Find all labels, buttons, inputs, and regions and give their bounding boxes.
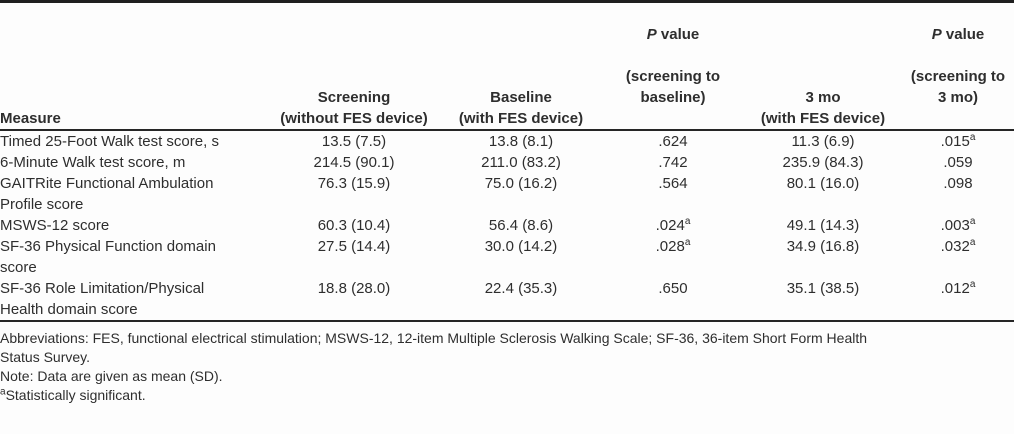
significance-superscript: a (969, 279, 976, 290)
3mo-value-cell: 35.1 (38.5) (744, 278, 902, 322)
pvalue-label-rest: value (656, 26, 700, 43)
3mo-value-cell: 80.1 (16.0) (786, 175, 860, 192)
footnote-significance-text: Statistically significant. (5, 387, 146, 403)
pvalue-cell: .012a (902, 278, 1014, 322)
screening-value-cell: 76.3 (15.9) (317, 175, 391, 192)
column-header-screening: Screening (without FES device) (268, 3, 440, 131)
pvalue-cell: .650 (602, 278, 744, 322)
pvalue-text: .098 (943, 175, 973, 192)
significance-superscript: a (969, 216, 976, 227)
screening-value-cell: 13.5 (7.5) (321, 133, 387, 150)
measure-cell: SF-36 Physical Function domain score (0, 238, 216, 276)
pvalue-text: .015 (940, 133, 970, 150)
baseline-value-cell: 211.0 (83.2) (481, 154, 561, 171)
measure-cell: 6-Minute Walk test score, m (0, 154, 186, 171)
table-footnotes: Abbreviations: FES, functional electrica… (0, 322, 1014, 411)
pvalue-label-rest: value (941, 26, 985, 43)
significance-superscript: a (969, 132, 976, 143)
column-header-label: (screening to 3 mo) (910, 68, 1006, 106)
3mo-value-cell: 235.9 (84.3) (782, 154, 864, 171)
baseline-value-cell: 30.0 (14.2) (484, 238, 558, 255)
measure-cell: Timed 25-Foot Walk test score, s (0, 133, 219, 150)
pvalue-text: .650 (658, 280, 688, 297)
column-header-measure: Measure (0, 3, 268, 131)
screening-value-cell: 60.3 (10.4) (317, 217, 391, 234)
baseline-value-cell: 75.0 (16.2) (484, 175, 558, 192)
pvalue-text: .003 (940, 217, 970, 234)
pvalue-text: .028 (655, 238, 685, 255)
pvalue-cell: .564 (602, 173, 744, 215)
results-table: Measure Screening (without FES device) B… (0, 3, 1014, 322)
table-row: SF-36 Role Limitation/Physical Health do… (0, 278, 1014, 322)
screening-value-cell: 27.5 (14.4) (317, 238, 391, 255)
pvalue-text: .032 (940, 238, 970, 255)
paper-table-figure: Measure Screening (without FES device) B… (0, 0, 1014, 411)
significance-superscript: a (684, 216, 691, 227)
3mo-value-cell: 11.3 (6.9) (791, 133, 855, 150)
column-header-label: (screening to baseline) (625, 68, 721, 106)
baseline-value-cell: 22.4 (35.3) (440, 278, 602, 322)
measure-cell: SF-36 Role Limitation/Physical Health do… (0, 278, 268, 322)
pvalue-cell: .032a (902, 236, 1014, 278)
3mo-value-cell: 34.9 (16.8) (786, 238, 860, 255)
italic-p-label: P (931, 26, 942, 43)
footnote-significance: aStatistically significant. (0, 386, 1014, 405)
pvalue-cell: .098 (902, 173, 1014, 215)
pvalue-text: .742 (658, 154, 688, 171)
pvalue-cell: .624 (602, 130, 744, 152)
pvalue-text: .059 (943, 154, 973, 171)
pvalue-cell: .028a (602, 236, 744, 278)
measure-cell: MSWS-12 score (0, 217, 110, 234)
column-header-label: 3 mo (with FES device) (760, 89, 886, 127)
footnote-note: Note: Data are given as mean (SD). (0, 368, 223, 384)
table-row: 6-Minute Walk test score, m 214.5 (90.1)… (0, 152, 1014, 173)
significance-superscript: a (0, 386, 6, 398)
pvalue-text: .012 (940, 280, 970, 297)
italic-p-label: P (646, 26, 657, 43)
pvalue-cell: .059 (902, 152, 1014, 173)
baseline-value-cell: 13.8 (8.1) (488, 133, 554, 150)
screening-value-cell: 214.5 (90.1) (313, 154, 395, 171)
column-header-label: Baseline (with FES device) (458, 89, 584, 127)
column-header-3mo: 3 mo (with FES device) (744, 3, 902, 131)
pvalue-cell: .003a (902, 215, 1014, 236)
pvalue-cell: .024a (602, 215, 744, 236)
pvalue-header-line: P value (602, 24, 744, 45)
table-row: SF-36 Physical Function domain score 27.… (0, 236, 1014, 278)
table-row: GAITRite Functional Ambulation Profile s… (0, 173, 1014, 215)
column-header-label: Measure (0, 110, 61, 127)
column-header-pvalue-screening-3mo: P value (screening to 3 mo) (902, 3, 1014, 131)
significance-superscript: a (684, 237, 691, 248)
pvalue-text: .564 (658, 175, 688, 192)
pvalue-text: .024 (655, 217, 685, 234)
column-header-pvalue-screening-baseline: P value (screening to baseline) (602, 3, 744, 131)
baseline-value-cell: 56.4 (8.6) (488, 217, 554, 234)
column-header-label: Screening (without FES device) (280, 89, 428, 127)
pvalue-cell: .742 (602, 152, 744, 173)
pvalue-header-line: P value (902, 24, 1014, 45)
screening-value-cell: 18.8 (28.0) (268, 278, 440, 322)
footnote-abbreviations: Abbreviations: FES, functional electrica… (0, 330, 868, 365)
significance-superscript: a (969, 237, 976, 248)
table-header-row: Measure Screening (without FES device) B… (0, 3, 1014, 131)
pvalue-cell: .015a (902, 130, 1014, 152)
table-row: MSWS-12 score 60.3 (10.4) 56.4 (8.6) .02… (0, 215, 1014, 236)
table-row: Timed 25-Foot Walk test score, s 13.5 (7… (0, 130, 1014, 152)
pvalue-text: .624 (658, 133, 688, 150)
measure-cell: GAITRite Functional Ambulation Profile s… (0, 175, 214, 213)
3mo-value-cell: 49.1 (14.3) (786, 217, 860, 234)
column-header-baseline: Baseline (with FES device) (440, 3, 602, 131)
